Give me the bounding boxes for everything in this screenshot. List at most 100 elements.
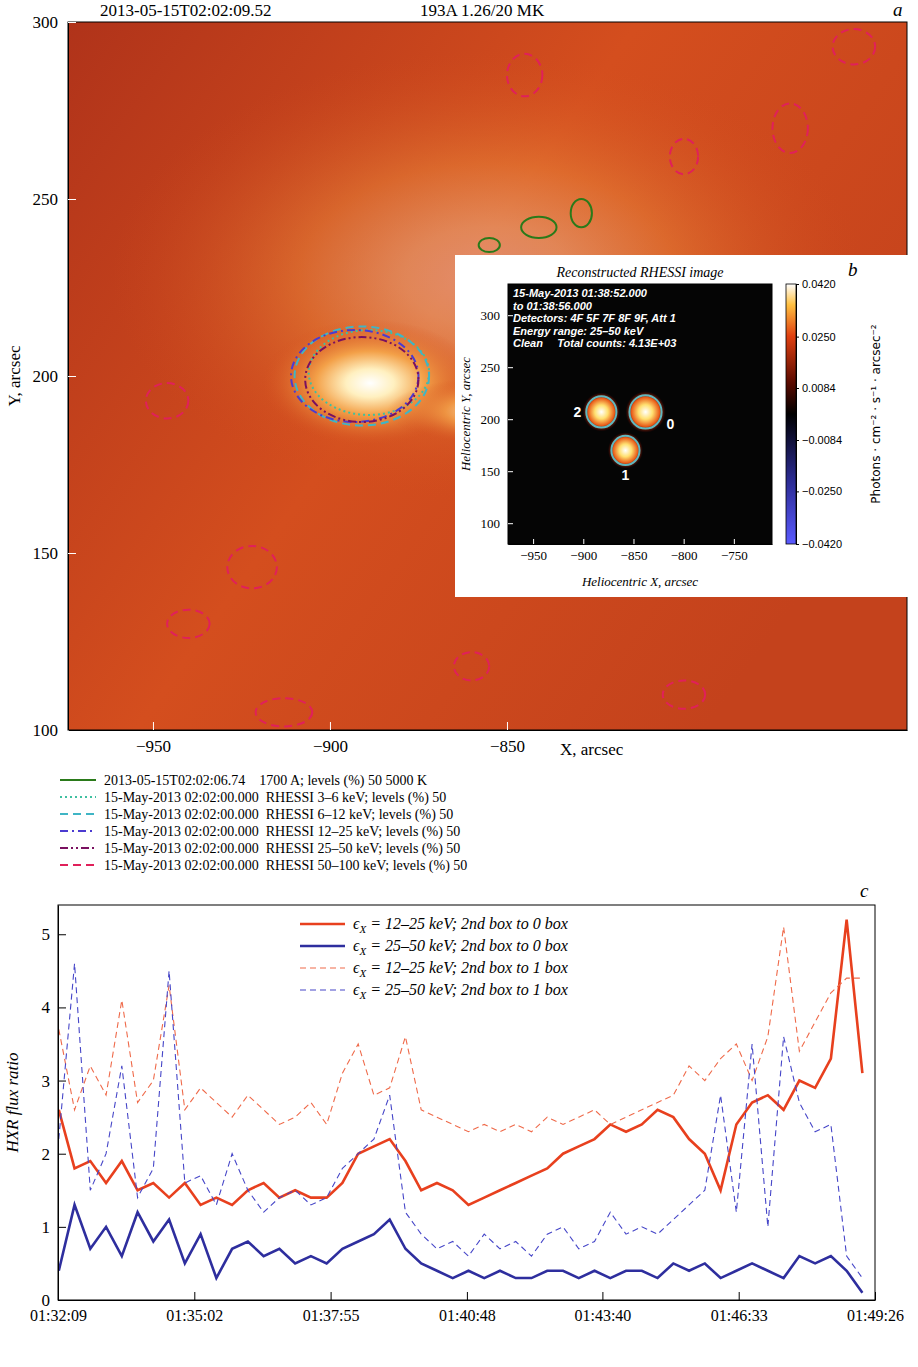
- panel-label: a: [893, 0, 903, 20]
- tick-mark: [796, 440, 799, 441]
- annotation: Clean: [513, 337, 543, 349]
- legend-text-part: = 12–25 keV; 2nd box to 0 box: [366, 915, 568, 932]
- contour: [571, 199, 592, 227]
- legend-label: ϵX = 25–50 keV; 2nd box to 1 box: [353, 981, 568, 1001]
- source-label: 2: [573, 404, 581, 420]
- annotation: Detectors: 4F 5F 7F 8F 9F, Att 1: [513, 312, 676, 324]
- legend-label: 15-May-2013 02:02:00.000 RHESSI 3–6 keV;…: [104, 790, 446, 806]
- legend-line: [300, 945, 345, 948]
- legend-line: [300, 923, 345, 926]
- legend-line: [300, 967, 345, 968]
- tick-label: 300: [33, 13, 59, 32]
- tick: −0.0420: [796, 538, 842, 550]
- tick-mark: [875, 1292, 876, 1300]
- x-axis: 01:32:0901:35:0201:37:5501:40:4801:43:40…: [30, 1292, 904, 1324]
- tick-label: −950: [520, 548, 547, 563]
- source-outline: [629, 395, 661, 428]
- source-outline: [611, 436, 639, 465]
- tick: 3: [42, 1071, 67, 1090]
- legend-line: [60, 796, 96, 798]
- tick: 01:37:55: [303, 1292, 360, 1324]
- tick: 01:43:40: [574, 1292, 631, 1324]
- tick-label: 4: [42, 998, 51, 1017]
- tick-label: 01:43:40: [574, 1307, 631, 1324]
- x-axis: −950 −900 −850: [69, 722, 908, 756]
- tick-mark: [68, 376, 76, 377]
- figure: 100150200250300−950−900−8502013-05-15T02…: [0, 0, 918, 1367]
- tick: 01:46:33: [711, 1292, 768, 1324]
- panel-background: [455, 255, 915, 597]
- series-line: [59, 920, 863, 1205]
- tick-label: −850: [621, 548, 648, 563]
- contour: [521, 217, 556, 238]
- tick-mark: [796, 388, 799, 389]
- tick: −950: [136, 722, 171, 756]
- tick: −900: [313, 722, 348, 756]
- contour: [227, 546, 277, 588]
- tick: 300: [481, 308, 514, 323]
- tick: −0.0250: [796, 485, 842, 497]
- tick: 300: [33, 13, 77, 32]
- axis-line: [509, 544, 773, 545]
- tick-label: −850: [490, 737, 525, 756]
- tick-mark: [739, 1292, 740, 1300]
- y-axis-title: HXR flux ratio: [3, 1052, 22, 1153]
- y-axis-title: Heliocentric Y, arcsec: [458, 357, 473, 472]
- tick-mark: [58, 1154, 66, 1155]
- tick-mark: [68, 22, 76, 23]
- tick-label: 01:49:26: [847, 1307, 904, 1324]
- legend-label: 15-May-2013 02:02:00.000 RHESSI 50–100 k…: [104, 858, 467, 874]
- annotation: 15-May-2013 01:38:52.000: [513, 287, 648, 299]
- tick-mark: [58, 1227, 66, 1228]
- x-axis: −950−900−850−800−750: [509, 539, 773, 563]
- tick: 01:32:09: [30, 1292, 87, 1324]
- tick-label: −0.0420: [802, 538, 842, 550]
- contour: [454, 652, 489, 680]
- tick-mark: [58, 1007, 66, 1008]
- tick-mark: [533, 539, 534, 544]
- panel-b: 20115-May-2013 01:38:52.000to 01:38:56.0…: [455, 255, 915, 597]
- tick: 0.0250: [796, 331, 836, 343]
- tick-label: 01:35:02: [166, 1307, 223, 1324]
- tick-label: −900: [570, 548, 597, 563]
- tick-label: 250: [481, 360, 501, 375]
- title: 2013-05-15T02:02:09.52: [100, 1, 271, 20]
- legend-label: 15-May-2013 02:02:00.000 RHESSI 6–12 keV…: [104, 807, 453, 823]
- tick-label: 200: [33, 367, 59, 386]
- legend-text-part: = 25–50 keV; 2nd box to 0 box: [366, 937, 568, 954]
- panel-c: 01234501:32:0901:35:0201:37:5501:40:4801…: [3, 880, 904, 1324]
- tick-mark: [58, 934, 66, 935]
- legend-text-part: = 12–25 keV; 2nd box to 1 box: [366, 959, 568, 976]
- legend-label: ϵX = 25–50 keV; 2nd box to 0 box: [353, 937, 568, 957]
- tick: 200: [33, 367, 77, 386]
- axis-line: [508, 285, 509, 545]
- contour: [772, 103, 807, 153]
- tick-label: −0.0084: [802, 434, 842, 446]
- colorbar-axis: 0.04200.02500.0084−0.0084−0.0250−0.0420: [796, 278, 842, 550]
- legend-line: [60, 779, 96, 781]
- series-line: [59, 964, 863, 1279]
- tick-mark: [684, 539, 685, 544]
- tick-mark: [58, 1292, 59, 1300]
- tick-label: −800: [671, 548, 698, 563]
- tick-label: 0.0250: [802, 331, 836, 343]
- tick-mark: [58, 1081, 66, 1082]
- legend-line: [60, 813, 96, 815]
- axis-line: [69, 730, 908, 731]
- source-label: 1: [622, 467, 630, 483]
- tick-mark: [796, 491, 799, 492]
- tick: 250: [33, 190, 77, 209]
- legend-label: 2013-05-15T02:02:06.74 1700 A; levels (%…: [104, 773, 427, 789]
- tick: 250: [481, 360, 514, 375]
- panel-label: c: [860, 880, 869, 901]
- y-axis-title: Y, arcsec: [5, 345, 24, 406]
- tick: −950: [520, 539, 547, 563]
- contour: [663, 680, 705, 708]
- tick-mark: [508, 367, 513, 368]
- legend-text-part: = 25–50 keV; 2nd box to 1 box: [366, 981, 568, 998]
- tick-mark: [633, 539, 634, 544]
- source-glow: [625, 391, 665, 433]
- contour: [670, 139, 698, 174]
- tick-mark: [153, 722, 154, 730]
- tick-mark: [796, 284, 799, 285]
